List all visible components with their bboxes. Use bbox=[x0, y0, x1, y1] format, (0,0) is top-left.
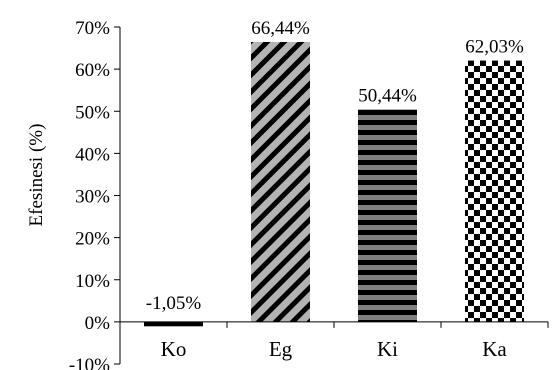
category-label-ko: Ko bbox=[161, 337, 187, 361]
data-labels: -1,05% 66,44% 50,44% 62,03% bbox=[146, 18, 524, 314]
category-labels: Ko Eg Ki Ka bbox=[161, 337, 508, 361]
y-tick-label: 20% bbox=[75, 229, 110, 250]
bar-ki bbox=[358, 109, 417, 322]
y-tick-label: 40% bbox=[75, 144, 110, 165]
data-label-eg: 66,44% bbox=[251, 18, 310, 39]
y-tick-label: 10% bbox=[75, 271, 110, 292]
bar-ka bbox=[465, 60, 524, 322]
y-tick-label: 30% bbox=[75, 187, 110, 208]
y-axis-ticks: -10% 0% 10% 20% 30% 40% 50% 60% 70% bbox=[69, 18, 120, 370]
category-label-ka: Ka bbox=[482, 337, 507, 361]
y-axis-title: Efesinesi (%) bbox=[26, 124, 47, 227]
axes bbox=[119, 27, 549, 364]
y-tick-label: -10% bbox=[69, 355, 110, 370]
y-tick-label: 70% bbox=[75, 18, 110, 39]
y-tick-label: 0% bbox=[85, 313, 111, 334]
category-label-ki: Ki bbox=[377, 337, 398, 361]
bar-ko bbox=[144, 321, 203, 327]
y-tick-label: 60% bbox=[75, 60, 110, 81]
data-label-ki: 50,44% bbox=[358, 85, 417, 106]
bar-eg bbox=[251, 41, 310, 322]
bars bbox=[144, 41, 524, 327]
data-label-ko: -1,05% bbox=[146, 293, 202, 314]
data-label-ka: 62,03% bbox=[465, 37, 524, 58]
y-tick-label: 50% bbox=[75, 102, 110, 123]
category-label-eg: Eg bbox=[269, 337, 293, 361]
